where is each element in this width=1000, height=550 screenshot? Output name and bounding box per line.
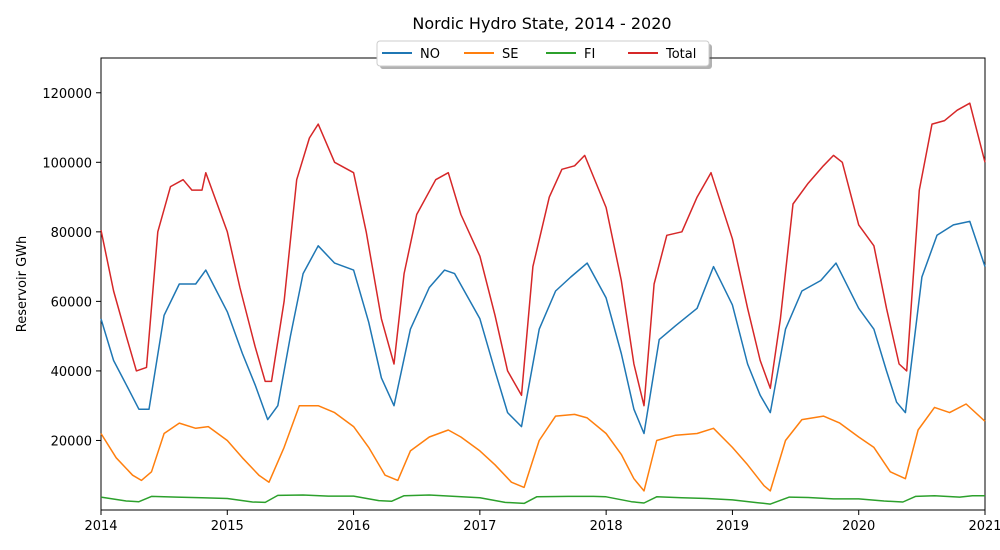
series-line-se <box>100 403 986 492</box>
series-layer <box>100 102 986 505</box>
x-tick-label: 2019 <box>716 519 749 534</box>
y-tick-label: 20000 <box>51 434 92 449</box>
x-tick-label: 2018 <box>590 519 623 534</box>
chart-title: Nordic Hydro State, 2014 - 2020 <box>412 14 671 33</box>
x-tick-label: 2016 <box>337 519 370 534</box>
x-tick-label: 2021 <box>968 519 1000 534</box>
legend-label-total: Total <box>665 47 696 62</box>
y-tick-label: 100000 <box>42 156 92 171</box>
y-axis: 20000 40000 60000 80000 100000 120000 <box>42 87 101 449</box>
y-tick-label: 120000 <box>42 87 92 102</box>
legend-label-no: NO <box>420 47 440 62</box>
legend-box <box>376 40 710 67</box>
x-axis: 2014 2015 2016 2017 2018 2019 2020 2021 <box>84 510 1000 534</box>
x-tick-label: 2014 <box>84 519 117 534</box>
y-tick-label: 80000 <box>51 226 92 241</box>
series-line-fi <box>100 494 985 505</box>
series-line-total <box>100 102 986 407</box>
y-tick-label: 40000 <box>51 365 92 380</box>
plot-frame <box>100 57 986 511</box>
x-tick-label: 2017 <box>463 519 496 534</box>
series-line-no <box>100 220 986 435</box>
x-tick-label: 2020 <box>842 519 875 534</box>
y-tick-label: 60000 <box>51 295 92 310</box>
legend-label-fi: FI <box>584 47 595 62</box>
legend-items: NO SE FI Total <box>382 47 696 62</box>
x-tick-label: 2015 <box>211 519 244 534</box>
legend: NO SE FI Total <box>376 40 712 69</box>
y-axis-label: Reservoir GWh <box>15 236 30 332</box>
legend-label-se: SE <box>502 47 518 62</box>
